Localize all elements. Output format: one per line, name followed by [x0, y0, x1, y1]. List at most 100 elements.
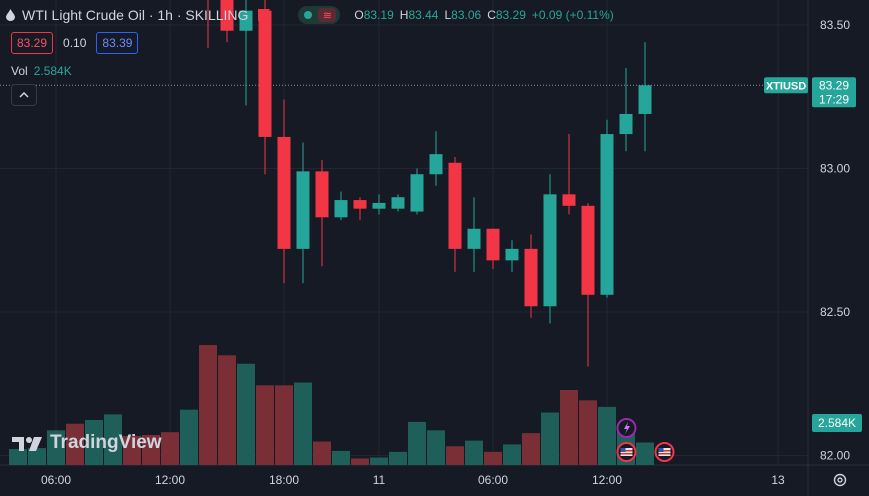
time-tick-label: 11 [373, 473, 386, 487]
volume-bar [142, 435, 160, 465]
candle-body [619, 113, 633, 135]
price-tick-label: 82.00 [820, 449, 850, 463]
volume-bar [560, 390, 578, 465]
chevron-up-icon [19, 92, 29, 98]
volume-bar [408, 421, 426, 465]
candle-body [581, 205, 595, 295]
lightning-event-icon [616, 418, 637, 438]
volume-bar [85, 420, 103, 465]
volume-bar [237, 363, 255, 465]
time-tick-label: 06:00 [41, 473, 71, 487]
volume-bar [332, 450, 350, 465]
spread-value: 0.10 [63, 36, 87, 50]
volume-bar [313, 441, 331, 465]
oil-drop-icon [6, 9, 15, 21]
tradingview-logo[interactable]: TradingView [12, 432, 162, 454]
volume-bar [427, 430, 445, 465]
us-flag-event-icon [654, 442, 675, 462]
volume-bar [28, 448, 46, 465]
brand-name: TradingView [50, 432, 162, 453]
volume-bar [180, 409, 198, 465]
candle-body [410, 174, 424, 212]
symbol-title[interactable]: WTI Light Crude Oil · 1h · SKILLING [22, 7, 249, 23]
candle-body [220, 0, 234, 31]
candle-body [334, 200, 348, 218]
volume-bar [66, 423, 84, 465]
volume-bar [389, 451, 407, 465]
candle-body [600, 134, 614, 295]
candle-body [239, 10, 253, 31]
volume-bar [465, 440, 483, 465]
ohlc-values: O83.19 H83.44 L83.06 C83.29 +0.09 (+0.11… [354, 8, 614, 22]
candle-body [638, 85, 652, 114]
price-tick-label: 83.00 [820, 162, 850, 176]
volume-bar [579, 400, 597, 465]
candle-body [372, 202, 386, 209]
time-tick-label: 18:00 [269, 473, 299, 487]
time-tick-label: 12:00 [155, 473, 185, 487]
volume-legend: Vol 2.584K [11, 64, 72, 78]
volume-bar [199, 345, 217, 465]
volume-badge [812, 414, 862, 432]
collapse-legend-button[interactable] [11, 84, 37, 106]
candle-body [486, 228, 500, 261]
wave-icon: ≋ [318, 8, 337, 22]
volume-bar [446, 446, 464, 465]
candle-body [296, 171, 310, 249]
time-tick-label: 13 [771, 473, 785, 487]
candle-body [505, 248, 519, 261]
us-flag-event-icon [616, 442, 637, 462]
last-price-text: 83.29 [819, 78, 849, 92]
time-tick-label: 06:00 [478, 473, 508, 487]
change-value: +0.09 (+0.11%) [531, 8, 614, 22]
volume-bar [104, 414, 122, 465]
event-markers[interactable] [616, 418, 675, 462]
candle-body [277, 136, 291, 249]
volume-bar [370, 457, 388, 465]
countdown-text: 17:29 [819, 92, 849, 106]
buy-button[interactable]: 83.39 [96, 32, 139, 54]
candle-body [524, 248, 538, 307]
volume-bar [275, 385, 293, 465]
volume-bar [484, 451, 502, 465]
price-tick-label: 83.50 [820, 18, 850, 32]
volume-bar [123, 435, 141, 465]
volume-bar [598, 406, 616, 465]
volume-bar [218, 355, 236, 465]
candle-body [562, 194, 576, 206]
volume-bar [47, 430, 65, 465]
tradingview-logo-icon [12, 437, 42, 451]
market-open-dot-icon [304, 11, 313, 19]
candles [207, 0, 652, 367]
volume-label: Vol [11, 64, 28, 78]
volume-bar [351, 458, 369, 465]
time-tick-label: 12:00 [592, 473, 622, 487]
price-tick-label: 82.50 [820, 305, 850, 319]
volume-value: 2.584K [33, 64, 72, 78]
volume-bar [9, 449, 27, 465]
volume-bar [541, 412, 559, 465]
volume-bar [636, 442, 654, 465]
quote-row: 83.29 0.10 83.39 [11, 32, 139, 54]
candle-body [467, 228, 481, 249]
candle-body [391, 197, 405, 209]
candle-body [448, 162, 462, 249]
volume-bar [294, 382, 312, 465]
chart-legend: WTI Light Crude Oil · 1h · SKILLING ≋ O8… [6, 5, 614, 25]
sell-button[interactable]: 83.29 [11, 32, 54, 54]
symbol-badge [764, 77, 808, 94]
volume-bars [9, 345, 654, 465]
flag-icon[interactable] [258, 9, 271, 21]
market-status-toggle[interactable]: ≋ [298, 6, 341, 24]
symbol-badge-text: XTIUSD [766, 80, 806, 92]
candle-body [353, 200, 367, 209]
volume-bar [256, 385, 274, 465]
candle-body [258, 10, 272, 137]
time-axis[interactable]: 06:00 12:00 18:00 11 06:00 12:00 13 [41, 473, 785, 487]
settings-gear-icon[interactable] [832, 472, 848, 488]
candle-body [429, 154, 443, 175]
